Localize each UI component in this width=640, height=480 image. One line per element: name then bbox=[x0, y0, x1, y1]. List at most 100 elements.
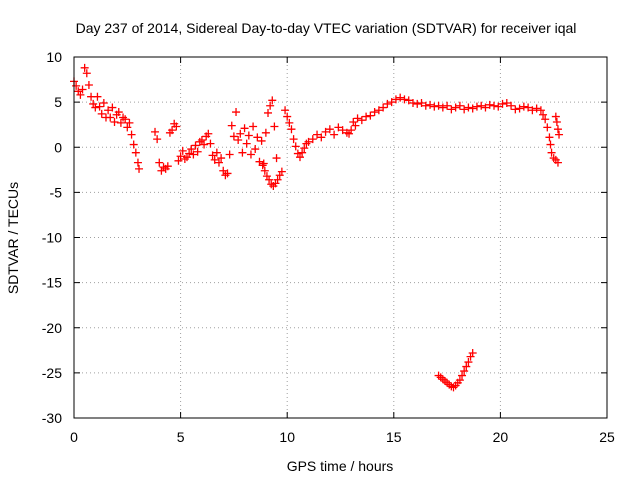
data-point bbox=[447, 105, 456, 114]
data-point bbox=[330, 130, 339, 139]
data-points bbox=[70, 63, 564, 392]
data-point bbox=[519, 102, 528, 111]
data-point bbox=[421, 101, 430, 110]
data-point bbox=[447, 382, 456, 391]
y-tick-label: -30 bbox=[42, 410, 62, 426]
data-point bbox=[275, 171, 284, 180]
data-point bbox=[193, 147, 202, 156]
data-point bbox=[451, 103, 460, 112]
data-point bbox=[200, 140, 209, 149]
data-point bbox=[430, 102, 439, 111]
data-point bbox=[552, 117, 561, 126]
grid bbox=[74, 57, 607, 418]
y-axis-label: SDTVAR / TECUs bbox=[5, 182, 21, 294]
data-point bbox=[93, 92, 102, 101]
data-point bbox=[219, 166, 228, 175]
data-point bbox=[283, 112, 292, 121]
data-point bbox=[443, 101, 452, 110]
data-point bbox=[151, 127, 160, 136]
data-point bbox=[97, 109, 106, 118]
data-point bbox=[468, 349, 477, 358]
data-point bbox=[129, 140, 138, 149]
data-point bbox=[285, 118, 294, 127]
data-point bbox=[321, 127, 330, 136]
data-point bbox=[536, 106, 545, 115]
data-point bbox=[106, 113, 115, 122]
data-point bbox=[78, 85, 87, 94]
data-point bbox=[104, 106, 113, 115]
data-point bbox=[464, 103, 473, 112]
data-point bbox=[229, 132, 238, 141]
data-point bbox=[404, 96, 413, 105]
data-point bbox=[108, 103, 117, 112]
data-point bbox=[95, 102, 104, 111]
data-point bbox=[159, 163, 168, 172]
data-point bbox=[72, 81, 81, 90]
data-point bbox=[485, 100, 494, 109]
data-point bbox=[232, 108, 241, 117]
data-point bbox=[238, 148, 247, 157]
y-tick-label: 10 bbox=[46, 49, 62, 65]
data-point bbox=[116, 118, 125, 127]
y-tick-label: -15 bbox=[42, 275, 62, 291]
data-point bbox=[438, 375, 447, 384]
data-point bbox=[197, 136, 206, 145]
data-point bbox=[460, 367, 469, 376]
data-point bbox=[549, 154, 558, 163]
data-point bbox=[176, 152, 185, 161]
data-point bbox=[287, 125, 296, 134]
data-point bbox=[270, 122, 279, 131]
x-tick-label: 5 bbox=[177, 429, 185, 445]
data-point bbox=[258, 161, 267, 170]
data-point bbox=[349, 117, 358, 126]
data-point bbox=[543, 123, 552, 132]
x-tick-label: 10 bbox=[279, 429, 295, 445]
data-point bbox=[440, 376, 449, 385]
data-point bbox=[408, 99, 417, 108]
data-point bbox=[374, 106, 383, 115]
data-point bbox=[273, 175, 282, 184]
data-point bbox=[210, 155, 219, 164]
y-tick-label: -25 bbox=[42, 365, 62, 381]
data-point bbox=[277, 167, 286, 176]
data-point bbox=[357, 116, 366, 125]
x-axis-label: GPS time / hours bbox=[287, 458, 394, 474]
y-tick-label: -10 bbox=[42, 230, 62, 246]
data-point bbox=[80, 63, 89, 72]
data-point bbox=[300, 144, 309, 153]
x-tick-label: 0 bbox=[70, 429, 78, 445]
data-point bbox=[225, 150, 234, 159]
data-point bbox=[345, 129, 354, 138]
data-point bbox=[391, 95, 400, 104]
data-point bbox=[289, 135, 298, 144]
data-point bbox=[481, 103, 490, 112]
data-point bbox=[462, 362, 471, 371]
data-point bbox=[539, 110, 548, 119]
data-point bbox=[260, 166, 269, 175]
data-point bbox=[555, 130, 564, 139]
data-point bbox=[379, 103, 388, 112]
data-point bbox=[244, 131, 253, 140]
data-point bbox=[212, 148, 221, 157]
data-point bbox=[267, 180, 276, 189]
data-point bbox=[347, 126, 356, 135]
data-point bbox=[498, 99, 507, 108]
data-point bbox=[172, 122, 181, 131]
data-point bbox=[253, 133, 262, 142]
data-point bbox=[400, 95, 409, 104]
y-tick-label: -5 bbox=[50, 184, 63, 200]
data-point bbox=[178, 146, 187, 155]
data-point bbox=[236, 129, 245, 138]
data-point bbox=[502, 99, 511, 108]
data-point bbox=[551, 112, 560, 121]
data-point bbox=[547, 148, 556, 157]
x-tick-label: 20 bbox=[493, 429, 509, 445]
data-point bbox=[153, 135, 162, 144]
data-point bbox=[541, 115, 550, 124]
data-point bbox=[127, 130, 136, 139]
data-point bbox=[396, 93, 405, 102]
data-point bbox=[265, 175, 274, 184]
chart-title: Day 237 of 2014, Sidereal Day-to-day VTE… bbox=[76, 20, 577, 36]
data-point bbox=[515, 104, 524, 113]
data-point bbox=[204, 129, 213, 138]
